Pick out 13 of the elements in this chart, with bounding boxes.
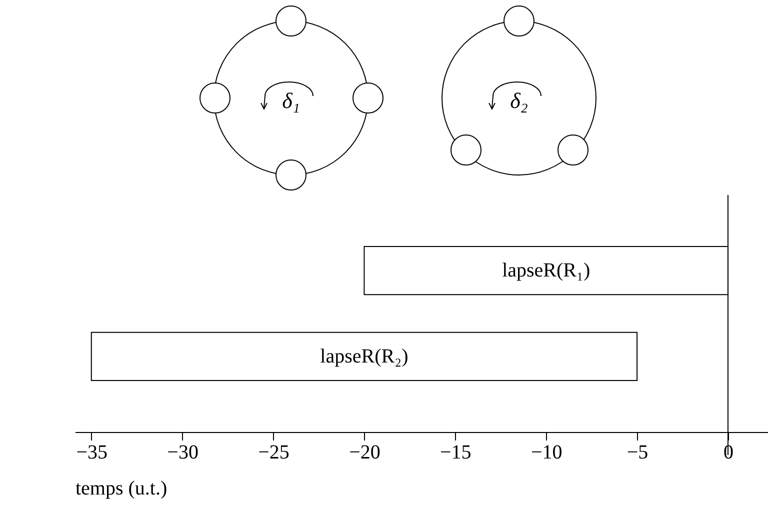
x-tick-label: −30: [167, 442, 198, 464]
x-tick-label: −5: [626, 442, 648, 464]
x-axis-title: temps (u.t.): [76, 478, 168, 500]
x-tick-label: −25: [258, 442, 290, 464]
text: δ₂: [510, 88, 528, 113]
y-tick-label: lapseR(R₂): [320, 345, 408, 368]
x-tick-label: −35: [76, 442, 108, 464]
x-tick-label: −20: [349, 442, 380, 464]
text: δ₁: [282, 88, 300, 113]
x-tick-label: 0: [723, 442, 734, 464]
x-tick-label: −15: [440, 442, 472, 464]
y-tick-label: lapseR(R₁): [502, 260, 590, 282]
x-tick-label: −10: [530, 442, 562, 464]
